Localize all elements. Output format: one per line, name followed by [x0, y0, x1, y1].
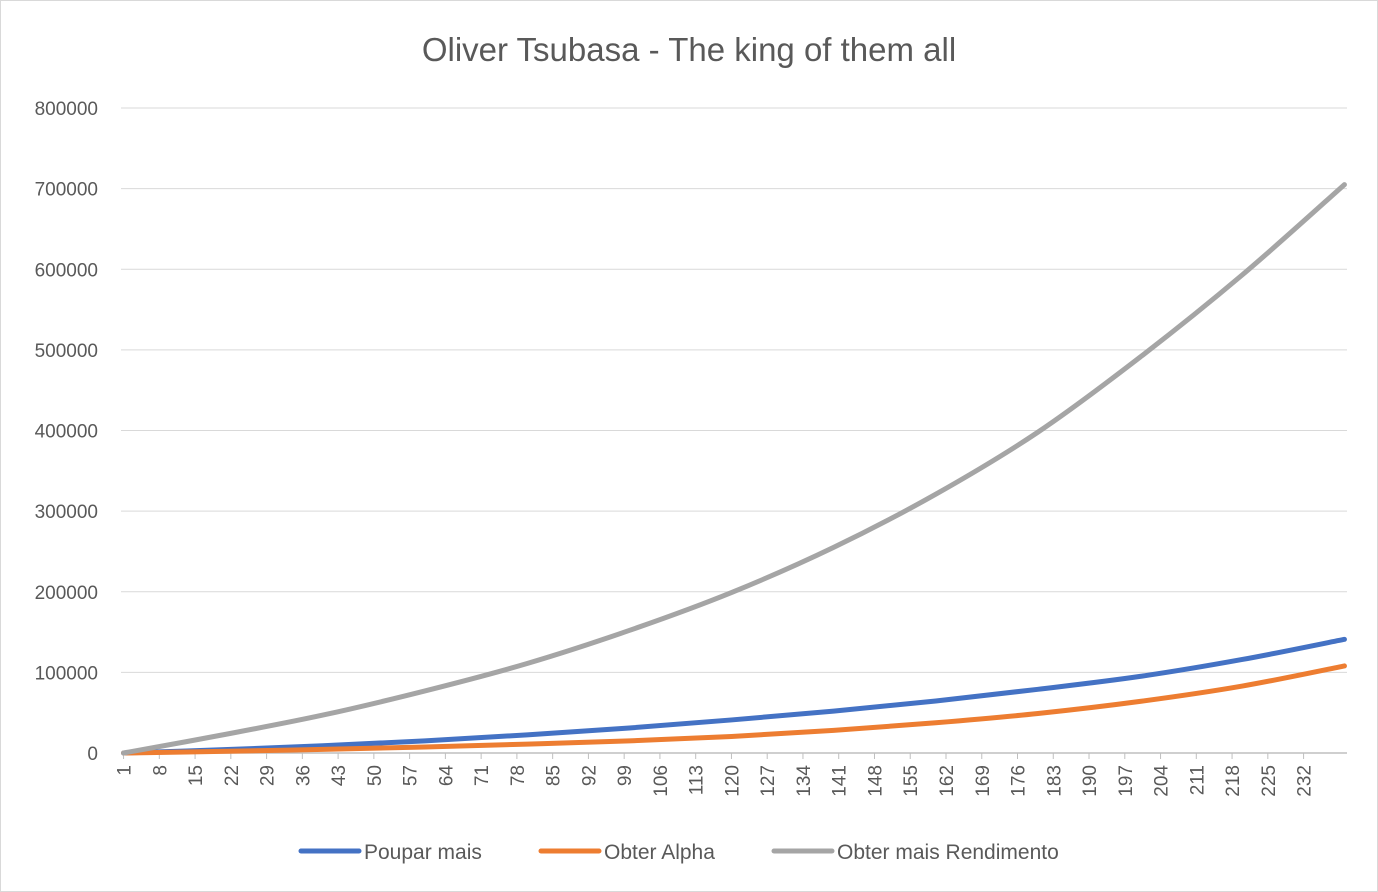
- x-tick-label: 225: [1259, 765, 1280, 797]
- x-tick-label: 50: [365, 765, 386, 786]
- x-tick-label: 36: [293, 765, 314, 786]
- y-tick-label: 600000: [35, 260, 98, 281]
- y-tick-label: 0: [87, 744, 98, 765]
- x-tick-label: 106: [651, 765, 672, 797]
- x-tick-label: 141: [830, 765, 851, 797]
- gridlines: [121, 107, 1347, 754]
- x-tick-label: 218: [1223, 765, 1244, 797]
- x-tick-label: 183: [1044, 765, 1065, 797]
- x-tick-label: 162: [937, 765, 958, 797]
- x-tick-label: 176: [1009, 765, 1030, 797]
- y-tick-label: 100000: [35, 663, 98, 684]
- x-tick-label: 8: [150, 765, 171, 776]
- x-tick-label: 22: [222, 765, 243, 786]
- x-tick-label: 92: [579, 765, 600, 786]
- x-tick-label: 211: [1187, 765, 1208, 795]
- y-tick-label: 700000: [35, 180, 98, 201]
- x-tick-label: 1: [115, 765, 136, 776]
- series-line-2: [121, 663, 1347, 756]
- series-line-1: [121, 636, 1347, 756]
- y-tick-label: 800000: [35, 99, 98, 120]
- x-tick-label: 134: [794, 765, 815, 797]
- x-tick-label: 169: [973, 765, 994, 797]
- x-tick-label: 57: [401, 765, 422, 786]
- x-tick-label: 127: [758, 765, 779, 797]
- x-tick-label: 15: [186, 765, 207, 786]
- x-tick-label: 43: [329, 765, 350, 786]
- x-tick-label: 71: [472, 765, 493, 786]
- x-tick-label: 64: [436, 765, 457, 787]
- legend: Poupar mais Obter Alpha Obter mais Rendime…: [298, 841, 1059, 864]
- x-tick-label: 148: [865, 765, 886, 797]
- x-tick-label: 155: [901, 765, 922, 797]
- series-line-3: [121, 182, 1347, 756]
- chart-title: Oliver Tsubasa - The king of them all: [422, 31, 956, 68]
- legend-label: Obter Alpha: [604, 841, 715, 864]
- legend-label: Poupar mais: [364, 841, 482, 864]
- x-tick-label: 120: [722, 765, 743, 797]
- x-tick-label: 113: [687, 765, 708, 795]
- x-axis: 1 8 15 22 29 36 43 50 57 64 71 78 85 92 99 106 113 120 127…: [115, 753, 1316, 797]
- x-tick-label: 190: [1080, 765, 1101, 797]
- x-tick-label: 197: [1116, 765, 1137, 797]
- legend-label: Obter mais Rendimento: [837, 841, 1059, 864]
- y-tick-label: 500000: [35, 341, 98, 362]
- y-tick-label: 400000: [35, 422, 98, 443]
- y-tick-label: 300000: [35, 502, 98, 523]
- x-tick-label: 99: [615, 765, 636, 786]
- x-tick-label: 78: [508, 765, 529, 786]
- y-tick-label: 200000: [35, 583, 98, 604]
- x-tick-label: 232: [1295, 765, 1316, 797]
- x-tick-label: 29: [258, 765, 279, 786]
- x-tick-label: 204: [1152, 765, 1173, 797]
- x-tick-label: 85: [544, 765, 565, 786]
- series-lines: [121, 182, 1347, 756]
- y-axis: 0 100000 200000 300000 400000 500000 600000 700…: [35, 99, 98, 765]
